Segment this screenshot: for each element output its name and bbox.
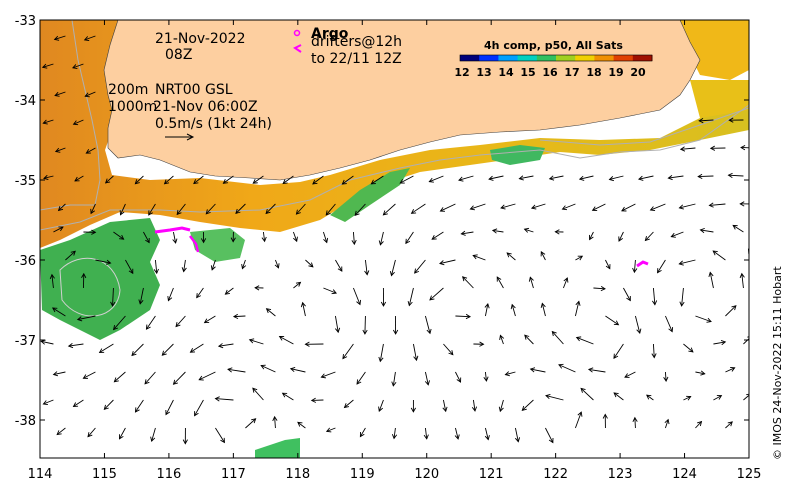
valid-time-label: 21-Nov 06:00Z: [153, 99, 258, 115]
colorbar-segment: [460, 55, 480, 61]
x-tick-label: 121: [479, 467, 504, 482]
x-tick-label: 120: [414, 467, 439, 482]
x-tick-label: 123: [608, 467, 633, 482]
colorbar-tick-label: 20: [630, 66, 646, 79]
colorbar-tick-label: 13: [476, 66, 491, 79]
y-tick-label: -33: [15, 14, 36, 29]
x-tick-label: 116: [156, 467, 181, 482]
colorbar-tick-label: 12: [454, 66, 469, 79]
drifters-to-label: to 22/11 12Z: [311, 51, 402, 67]
current-vector-head: [758, 365, 762, 369]
y-tick-label: -37: [15, 334, 36, 349]
colorbar-segment: [594, 55, 614, 61]
x-tick-label: 114: [28, 467, 53, 482]
y-tick-label: -35: [15, 174, 36, 189]
current-vector-head: [756, 304, 760, 309]
current-vector: [755, 365, 762, 372]
credit-label: © IMOS 24-Nov-2022 15:11 Hobart: [771, 266, 784, 460]
contour-200-label: 200m: [108, 82, 148, 98]
current-vector: [741, 147, 755, 148]
colorbar-segment: [556, 55, 576, 61]
colorbar-segment: [479, 55, 499, 61]
colorbar-segment: [614, 55, 634, 61]
colorbar-tick-label: 14: [498, 66, 514, 79]
x-tick-label: 125: [737, 467, 762, 482]
colorbar-tick-label: 18: [586, 66, 601, 79]
colorbar-title: 4h comp, p50, All Sats: [484, 39, 623, 52]
source-label: NRT00 GSL: [155, 82, 233, 98]
drifters-label: drifters@12h: [311, 34, 402, 50]
colorbar-segment: [518, 55, 538, 61]
date-label: 21-Nov-2022: [155, 31, 246, 47]
x-tick-label: 124: [672, 467, 697, 482]
current-vector: [755, 304, 759, 316]
contour-1000-label: 1000m: [108, 99, 157, 115]
x-tick-label: 118: [285, 467, 310, 482]
scale-label: 0.5m/s (1kt 24h): [155, 116, 272, 132]
x-tick-label: 122: [543, 467, 568, 482]
x-tick-label: 117: [221, 467, 246, 482]
current-vector: [234, 316, 246, 317]
current-vector: [698, 176, 713, 177]
x-tick-label: 119: [350, 467, 375, 482]
colorbar-tick-label: 15: [520, 66, 535, 79]
y-tick-label: -34: [15, 94, 36, 109]
time-label: 08Z: [165, 47, 192, 63]
y-tick-label: -38: [15, 414, 36, 429]
colorbar-segment: [537, 55, 557, 61]
current-vector: [748, 249, 755, 260]
colorbar: [460, 55, 653, 61]
colorbar-ticks: 12 13 14 15 16 17 18 19 20: [454, 66, 646, 79]
current-vector: [365, 316, 366, 334]
colorbar-tick-label: 19: [608, 66, 623, 79]
y-tick-label: -36: [15, 254, 36, 269]
current-vector: [755, 421, 761, 428]
colorbar-segment: [498, 55, 518, 61]
colorbar-segment: [633, 55, 653, 61]
colorbar-tick-label: 16: [542, 66, 558, 79]
current-vector-head: [758, 421, 762, 425]
x-tick-label: 115: [92, 467, 117, 482]
colorbar-segment: [575, 55, 595, 61]
colorbar-tick-label: 17: [564, 66, 579, 79]
